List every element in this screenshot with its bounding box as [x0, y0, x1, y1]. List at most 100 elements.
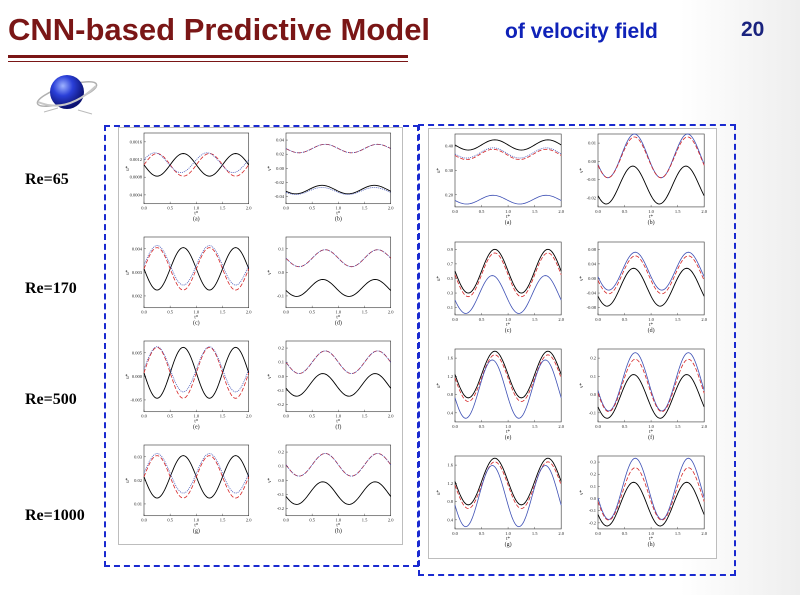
- y-tick-label: 0.2: [278, 346, 284, 351]
- x-tick-label: 2.0: [558, 317, 564, 322]
- y-tick-label: 0.1: [591, 484, 597, 489]
- left-panel-d-plot: 0.1 0.0 -0.1 0.0 0.5 1.0 1.5 2.0 t* v* (d): [268, 236, 394, 327]
- x-tick-label: 0.0: [142, 518, 148, 523]
- curve-truth: [597, 166, 705, 205]
- x-tick-label: 1.0: [336, 206, 342, 211]
- y-tick-label: 0.0: [278, 374, 284, 379]
- curve-truth: [285, 279, 391, 298]
- right-panel-h: 0.3 0.2 0.1 0.0 -0.1 -0.2 0.0 0.5 1.0 1.5 2.0 t* v* (…: [580, 455, 708, 555]
- y-tick-label: 0.30: [445, 168, 454, 173]
- left-panel-g: 0.03 0.02 0.01 0.0 0.5 1.0 1.5 2.0 t* u* (g): [126, 444, 253, 541]
- x-axis-label: t*: [649, 323, 653, 328]
- x-tick-label: 1.0: [649, 531, 655, 536]
- re-label-500: Re=500: [25, 391, 77, 408]
- x-tick-label: 1.5: [362, 414, 368, 419]
- x-tick-label: 1.0: [194, 206, 200, 211]
- figure-right: 0.40 0.30 0.20 0.0 0.5 1.0 1.5 2.0 t* u* (a) 0.01 0.…: [428, 128, 717, 559]
- y-tick-label: 0.0: [591, 392, 597, 397]
- x-tick-label: 1.0: [336, 310, 342, 315]
- y-tick-label: 0.02: [135, 478, 143, 483]
- x-tick-label: 2.0: [558, 424, 564, 429]
- y-axis-label: v*: [268, 166, 273, 172]
- x-tick-label: 1.5: [220, 206, 226, 211]
- title-rule-thin: [8, 61, 408, 62]
- left-panel-b-plot: 0.04 0.02 0.00 -0.02 -0.04 0.0 0.5 1.0 1.5 2.0 t* v…: [268, 132, 394, 223]
- x-tick-label: 1.0: [194, 518, 200, 523]
- right-panel-b-plot: 0.01 0.00 -0.01 -0.02 0.0 0.5 1.0 1.5 2.0 t* v* (b): [580, 134, 708, 226]
- x-tick-label: 0.0: [596, 209, 602, 214]
- y-tick-label: -0.1: [589, 410, 596, 415]
- curve-ref: [285, 350, 392, 375]
- y-tick-label: 1.2: [447, 481, 453, 486]
- y-axis-label: v*: [580, 490, 585, 496]
- x-tick-label: 0.5: [309, 414, 315, 419]
- panel-letter: (g): [504, 541, 511, 548]
- x-tick-label: 0.5: [309, 310, 315, 315]
- x-axis-label: t*: [195, 212, 199, 217]
- curve-ref: [144, 245, 250, 286]
- x-tick-label: 1.5: [532, 317, 538, 322]
- y-tick-label: -0.04: [587, 290, 597, 295]
- x-tick-label: 1.5: [675, 424, 681, 429]
- x-axis-label: t*: [195, 420, 199, 425]
- panel-letter: (h): [648, 541, 655, 548]
- x-tick-label: 0.0: [452, 209, 458, 214]
- curve-cnn: [454, 461, 562, 510]
- y-tick-label: -0.04: [275, 194, 285, 199]
- x-tick-label: 2.0: [246, 414, 252, 419]
- x-tick-label: 0.0: [142, 206, 148, 211]
- y-axis-label: u*: [126, 166, 131, 172]
- panel-letter: (a): [193, 216, 200, 223]
- curve-cnn: [454, 149, 562, 161]
- left-panel-e-plot: 0.005 0.000 -0.005 0.0 0.5 1.0 1.5 2.0 t* u* (e): [126, 340, 253, 431]
- y-tick-label: 0.1: [278, 246, 284, 251]
- re-label-65: Re=65: [25, 171, 69, 188]
- y-axis-label: u*: [126, 478, 131, 484]
- curve-ref: [597, 457, 705, 520]
- curve-ref: [285, 249, 391, 268]
- panel-letter: (e): [193, 424, 200, 431]
- y-tick-label: 0.0: [591, 496, 597, 501]
- x-tick-label: 1.5: [362, 518, 368, 523]
- x-tick-label: 1.0: [194, 310, 200, 315]
- slide-title: CNN-based Predictive Model: [8, 12, 431, 47]
- x-tick-label: 0.5: [168, 518, 174, 523]
- curve-ref: [285, 187, 391, 196]
- y-tick-label: 0.2: [591, 355, 597, 360]
- x-axis-label: t*: [649, 430, 653, 435]
- y-tick-label: 0.04: [276, 138, 285, 143]
- curve-truth: [454, 350, 562, 399]
- x-tick-label: 0.5: [622, 531, 628, 536]
- y-axis-label: v*: [268, 270, 273, 276]
- y-tick-label: 0.2: [278, 450, 284, 455]
- y-tick-label: 0.1: [278, 464, 284, 469]
- curve-truth: [285, 185, 391, 195]
- y-tick-label: 1.6: [447, 463, 453, 468]
- curve-truth: [454, 248, 562, 294]
- curve-ref: [144, 346, 250, 393]
- left-panel-c: 0.004 0.003 0.002 0.0 0.5 1.0 1.5 2.0 t* u* (c): [126, 236, 253, 333]
- x-axis-label: t*: [506, 323, 510, 328]
- x-axis-label: t*: [336, 316, 340, 321]
- x-tick-label: 1.5: [532, 531, 538, 536]
- y-tick-label: 0.8: [447, 392, 453, 397]
- curve-ref: [454, 465, 562, 528]
- left-panel-a-plot: 0.0016 0.0012 0.0008 0.0004 0.0 0.5 1.0 1.5 2.0 t…: [126, 132, 253, 223]
- x-tick-label: 2.0: [558, 531, 564, 536]
- y-tick-label: -0.2: [277, 506, 284, 511]
- y-axis-label: v*: [580, 275, 585, 281]
- right-panel-f: 0.2 0.1 0.0 -0.1 0.0 0.5 1.0 1.5 2.0 t* v* (f): [580, 348, 708, 448]
- x-tick-label: 0.5: [168, 310, 174, 315]
- x-axis-label: t*: [195, 524, 199, 529]
- curve-ref: [285, 453, 392, 477]
- y-tick-label: -0.1: [589, 508, 596, 513]
- x-tick-label: 1.0: [649, 317, 655, 322]
- y-tick-label: 0.0004: [130, 193, 143, 198]
- y-tick-label: 0.03: [135, 454, 144, 459]
- x-tick-label: 0.5: [479, 317, 485, 322]
- y-tick-label: 0.01: [588, 141, 596, 146]
- y-tick-label: 0.4: [447, 410, 453, 415]
- x-axis-label: t*: [336, 212, 340, 217]
- x-tick-label: 1.0: [505, 424, 511, 429]
